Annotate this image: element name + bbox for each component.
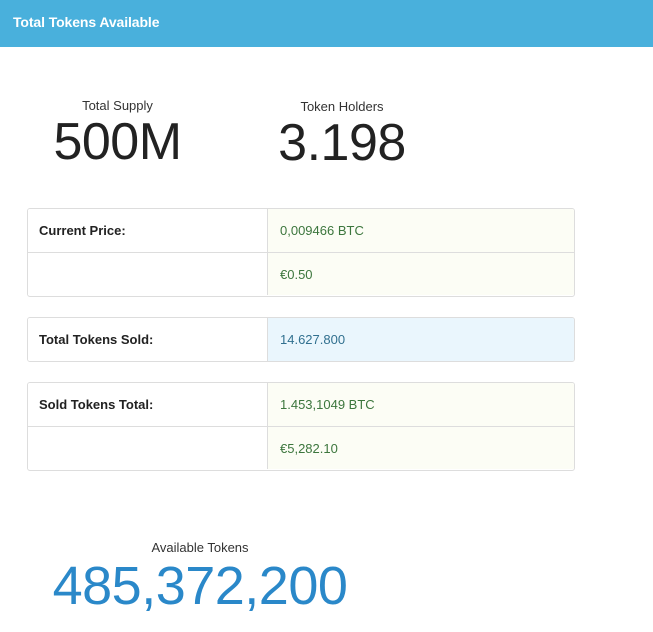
- panel-title: Total Tokens Available: [13, 14, 160, 30]
- sold-tokens-total-label: Sold Tokens Total:: [28, 383, 268, 426]
- tokens-sold-label: Total Tokens Sold:: [28, 318, 268, 361]
- total-supply-value: 500M: [53, 113, 182, 171]
- empty-key-cell: [28, 253, 268, 295]
- tokens-sold-value: 14.627.800: [268, 318, 574, 361]
- available-tokens-label: Available Tokens: [151, 540, 249, 555]
- current-price-table: Current Price: 0,009466 BTC €0.50: [27, 208, 575, 297]
- sold-tokens-total-btc: 1.453,1049 BTC: [268, 383, 574, 426]
- table-row: Sold Tokens Total: 1.453,1049 BTC: [28, 383, 574, 426]
- current-price-eur: €0.50: [268, 253, 574, 295]
- total-supply-label: Total Supply: [82, 98, 153, 113]
- table-row: €5,282.10: [28, 426, 574, 469]
- table-row: €0.50: [28, 252, 574, 295]
- tokens-sold-table: Total Tokens Sold: 14.627.800: [27, 317, 575, 362]
- panel-header: Total Tokens Available: [0, 0, 653, 47]
- sold-tokens-total-eur: €5,282.10: [268, 427, 574, 469]
- table-row: Current Price: 0,009466 BTC: [28, 209, 574, 252]
- current-price-btc: 0,009466 BTC: [268, 209, 574, 252]
- total-supply-stat: Total Supply 500M: [40, 98, 195, 170]
- current-price-label: Current Price:: [28, 209, 268, 252]
- token-holders-label: Token Holders: [300, 99, 384, 114]
- token-holders-stat: Token Holders 3.198: [268, 99, 416, 171]
- empty-key-cell: [28, 427, 268, 469]
- table-row: Total Tokens Sold: 14.627.800: [28, 318, 574, 361]
- available-tokens-stat: Available Tokens 485,372,200: [40, 540, 360, 616]
- token-holders-value: 3.198: [278, 114, 406, 172]
- available-tokens-value: 485,372,200: [52, 556, 348, 616]
- sold-tokens-total-table: Sold Tokens Total: 1.453,1049 BTC €5,282…: [27, 382, 575, 471]
